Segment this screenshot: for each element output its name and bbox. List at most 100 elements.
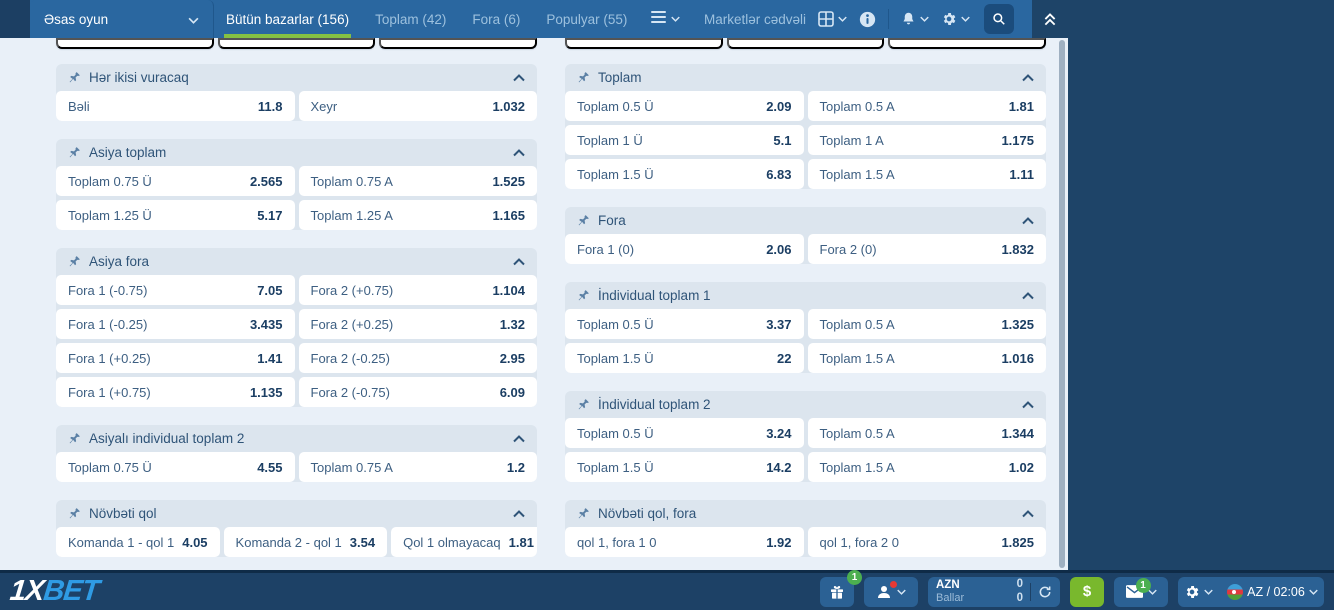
notifications-button[interactable] (901, 11, 929, 27)
market-panel-header[interactable]: Növbəti qol (56, 500, 537, 527)
odd-cell[interactable]: Bəli 11.8 (56, 91, 295, 121)
refresh-balance-button[interactable] (1038, 585, 1052, 599)
market-panel-header[interactable]: Asiya fora (56, 248, 537, 275)
pin-icon[interactable] (577, 214, 590, 227)
pin-icon[interactable] (577, 71, 590, 84)
odd-cell[interactable]: Qol 1 olmayacaq 1.81 (391, 527, 537, 557)
odd-cell[interactable]: Fora 1 (+0.75) 1.135 (56, 377, 295, 407)
odd-cell[interactable]: Toplam 0.5 A 1.325 (807, 309, 1046, 339)
odd-cell[interactable] (726, 38, 885, 49)
odd-cell[interactable]: Toplam 0.5 Ü 3.37 (565, 309, 804, 339)
market-panel-header[interactable]: Hər ikisi vuracaq (56, 64, 537, 91)
collapse-chevron-icon[interactable] (513, 148, 525, 157)
pin-icon[interactable] (68, 146, 81, 159)
collapse-chevron-icon[interactable] (513, 509, 525, 518)
tab-total[interactable]: Toplam (42) (375, 11, 447, 27)
odd-cell[interactable]: Toplam 1.25 Ü 5.17 (56, 200, 295, 230)
info-button[interactable] (859, 11, 876, 28)
pin-icon[interactable] (577, 398, 590, 411)
tab-all-markets[interactable]: Bütün bazarlar (156) (223, 0, 352, 38)
collapse-chevron-icon[interactable] (1022, 400, 1034, 409)
odd-value: 2.09 (766, 98, 792, 114)
pin-icon[interactable] (577, 507, 590, 520)
bottom-bar-right: 1 AZN Ballar 0 0 $ (820, 569, 1324, 607)
odd-cell[interactable]: Toplam 1 A 1.175 (807, 125, 1046, 155)
odd-cell[interactable]: Toplam 1.5 Ü 22 (565, 343, 804, 373)
collapse-chevron-icon[interactable] (1022, 216, 1034, 225)
deposit-button[interactable]: $ (1070, 576, 1104, 607)
market-panel-header[interactable]: Fora (565, 207, 1046, 234)
clipped-market-row (565, 38, 1047, 49)
game-selector-dropdown[interactable]: Əsas oyun (30, 0, 214, 38)
odd-cell[interactable]: Toplam 0.5 Ü 2.09 (565, 91, 804, 121)
odd-cell[interactable]: Toplam 1.5 Ü 14.2 (565, 452, 804, 482)
messages-button[interactable]: 1 (1114, 576, 1168, 607)
odd-cell[interactable]: Toplam 1 Ü 5.1 (565, 125, 804, 155)
odd-cell[interactable]: Toplam 0.5 A 1.81 (807, 91, 1046, 121)
pin-icon[interactable] (577, 289, 590, 302)
bonus-gift-button[interactable]: 1 (820, 569, 862, 607)
navbar-divider (888, 9, 889, 29)
pin-icon[interactable] (68, 507, 81, 520)
odd-cell[interactable]: Komanda 1 - qol 1 4.05 (56, 527, 220, 557)
market-panel-header[interactable]: Toplam (565, 64, 1046, 91)
view-settings-button[interactable] (941, 11, 970, 27)
pin-icon[interactable] (68, 432, 81, 445)
odd-cell[interactable]: qol 1, fora 2 0 1.825 (807, 527, 1046, 557)
tab-handicap[interactable]: Fora (6) (472, 11, 521, 27)
account-button[interactable] (864, 576, 918, 607)
odd-cell[interactable]: Toplam 1.5 A 1.11 (807, 159, 1046, 189)
odd-cell[interactable]: Fora 2 (0) 1.832 (807, 234, 1046, 264)
search-button[interactable] (984, 4, 1014, 34)
collapse-chevron-icon[interactable] (513, 73, 525, 82)
tab-popular[interactable]: Populyar (55) (546, 11, 628, 27)
odd-cell[interactable]: Toplam 1.25 A 1.165 (298, 200, 537, 230)
odd-cell[interactable]: Komanda 2 - qol 1 3.54 (223, 527, 388, 557)
site-logo[interactable]: 1XBET (8, 575, 100, 607)
market-panel-header[interactable]: Asiyalı individual toplam 2 (56, 425, 537, 452)
collapse-chevron-icon[interactable] (1022, 73, 1034, 82)
odd-cell[interactable]: Fora 2 (+0.75) 1.104 (298, 275, 537, 305)
odd-cell[interactable]: Toplam 0.75 Ü 2.565 (56, 166, 295, 196)
markets-grid-view-button[interactable] (818, 11, 847, 27)
odd-cell[interactable] (565, 38, 723, 49)
odd-cell[interactable] (56, 38, 214, 49)
wallet-balance-widget[interactable]: AZN Ballar 0 0 (928, 576, 1060, 607)
odd-cell[interactable] (217, 38, 376, 49)
collapse-chevron-icon[interactable] (1022, 509, 1034, 518)
odd-cell[interactable] (379, 38, 538, 49)
market-panel-header[interactable]: İndividual toplam 2 (565, 391, 1046, 418)
market-panel-header[interactable]: Asiya toplam (56, 139, 537, 166)
odd-cell[interactable]: Fora 1 (-0.75) 7.05 (56, 275, 295, 305)
vertical-scrollbar[interactable] (1059, 40, 1065, 568)
settings-button[interactable] (1184, 584, 1213, 600)
collapse-chevron-icon[interactable] (513, 434, 525, 443)
odd-cell[interactable]: Toplam 0.75 A 1.525 (298, 166, 537, 196)
odd-cell[interactable] (888, 38, 1047, 49)
collapse-chevron-icon[interactable] (513, 257, 525, 266)
odd-cell[interactable]: Toplam 0.75 Ü 4.55 (56, 452, 295, 482)
market-list-menu-button[interactable] (651, 0, 681, 38)
odd-cell[interactable]: Toplam 1.5 A 1.02 (807, 452, 1046, 482)
odd-cell[interactable]: Fora 1 (0) 2.06 (565, 234, 804, 264)
market-panel-header[interactable]: Növbəti qol, fora (565, 500, 1046, 527)
odd-cell[interactable]: Fora 2 (+0.25) 1.32 (298, 309, 537, 339)
odd-cell[interactable]: Fora 2 (-0.25) 2.95 (298, 343, 537, 373)
language-time-button[interactable]: AZ / 02:06 (1227, 583, 1318, 600)
pin-icon[interactable] (68, 71, 81, 84)
odd-cell[interactable]: Toplam 1.5 A 1.016 (807, 343, 1046, 373)
market-panel-header[interactable]: İndividual toplam 1 (565, 282, 1046, 309)
odd-cell[interactable]: Xeyr 1.032 (298, 91, 537, 121)
odd-cell[interactable]: Toplam 1.5 Ü 6.83 (565, 159, 804, 189)
odd-cell[interactable]: Toplam 0.5 Ü 3.24 (565, 418, 804, 448)
odd-cell[interactable]: Fora 2 (-0.75) 6.09 (298, 377, 537, 407)
odd-cell[interactable]: Fora 1 (+0.25) 1.41 (56, 343, 295, 373)
chevron-down-icon (838, 16, 847, 22)
odd-cell[interactable]: Fora 1 (-0.25) 3.435 (56, 309, 295, 339)
pin-icon[interactable] (68, 255, 81, 268)
odd-cell[interactable]: qol 1, fora 1 0 1.92 (565, 527, 804, 557)
collapse-chevron-icon[interactable] (1022, 291, 1034, 300)
odd-cell[interactable]: Toplam 0.5 A 1.344 (807, 418, 1046, 448)
collapse-markets-button[interactable] (1032, 0, 1068, 38)
odd-cell[interactable]: Toplam 0.75 A 1.2 (298, 452, 537, 482)
